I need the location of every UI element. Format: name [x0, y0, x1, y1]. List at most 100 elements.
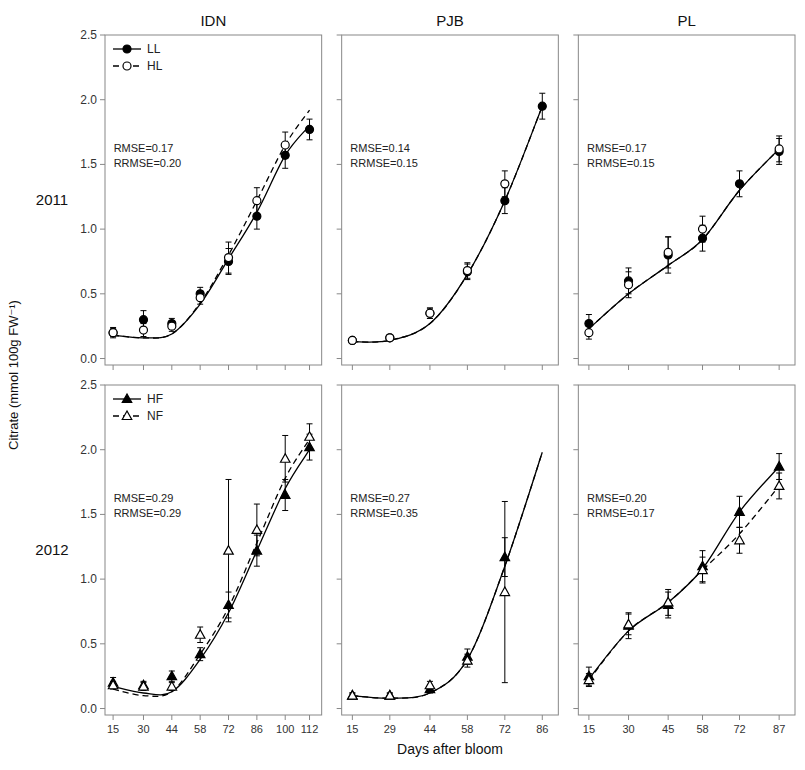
y-tick: [100, 579, 105, 580]
error-cap: [626, 614, 632, 615]
y-tick: [337, 643, 342, 644]
annotation-line: RMSE=0.29: [114, 492, 174, 504]
error-cap: [307, 139, 313, 140]
y-tick: [573, 708, 578, 709]
y-tick: [100, 229, 105, 230]
data-point: [774, 462, 784, 471]
x-tick-label: 45: [662, 723, 674, 735]
y-tick: [100, 358, 105, 359]
y-tick: [573, 643, 578, 644]
x-tick: [542, 365, 543, 370]
plot-area: [585, 136, 783, 339]
y-tick-label: 2.0: [80, 93, 97, 107]
x-tick: [285, 715, 286, 720]
error-cap: [254, 504, 260, 505]
y-tick-label: 1.5: [80, 157, 97, 171]
data-point: [463, 267, 471, 275]
x-tick: [352, 365, 353, 370]
error-cap: [197, 642, 203, 643]
data-point: [585, 320, 593, 328]
row-label: 2011: [36, 191, 68, 208]
y-tick: [337, 708, 342, 709]
y-tick-label: 1.0: [80, 222, 97, 236]
y-tick: [100, 293, 105, 294]
x-tick: [588, 365, 589, 370]
data-point: [735, 535, 745, 544]
error-cap: [226, 621, 232, 622]
y-tick: [573, 514, 578, 515]
error-cap: [427, 318, 433, 319]
data-point: [699, 225, 707, 233]
error-cap: [737, 196, 743, 197]
data-point: [109, 329, 117, 337]
error-cap: [626, 634, 632, 635]
legend-marker: [122, 394, 132, 403]
error-cap: [665, 615, 671, 616]
error-bar: [776, 136, 782, 162]
data-point: [224, 546, 234, 555]
y-tick: [100, 449, 105, 450]
x-tick: [504, 715, 505, 720]
y-tick: [337, 293, 342, 294]
data-point: [584, 675, 594, 684]
error-cap: [254, 213, 260, 214]
y-tick-label: 0.0: [80, 352, 97, 366]
x-tick-label: 30: [137, 723, 149, 735]
error-cap: [226, 274, 232, 275]
y-tick: [337, 99, 342, 100]
error-cap: [665, 273, 671, 274]
error-cap: [307, 423, 313, 424]
x-tick: [668, 365, 669, 370]
legend-marker: [122, 411, 132, 420]
x-tick-label: 15: [583, 723, 595, 735]
error-bar: [140, 324, 146, 337]
error-cap: [464, 278, 470, 279]
x-tick: [200, 365, 201, 370]
error-bar: [427, 308, 433, 318]
x-tick: [113, 365, 114, 370]
error-cap: [626, 638, 632, 639]
y-tick: [100, 35, 105, 36]
legend-label: NF: [147, 409, 163, 423]
error-cap: [665, 236, 671, 237]
x-tick: [542, 715, 543, 720]
data-point: [196, 294, 204, 302]
data-point: [386, 334, 394, 342]
error-bar: [626, 272, 632, 298]
x-tick: [285, 365, 286, 370]
error-cap: [254, 187, 260, 188]
error-cap: [776, 161, 782, 162]
error-cap: [464, 649, 470, 650]
x-tick: [779, 365, 780, 370]
error-cap: [665, 236, 671, 237]
figure: 0.00.51.01.52.02.5RMSE=0.17RRMSE=0.20LLH…: [0, 0, 805, 770]
annotation: RMSE=0.20RRMSE=0.17: [587, 492, 655, 519]
model-line: [589, 149, 779, 329]
error-cap: [282, 510, 288, 511]
y-tick: [337, 358, 342, 359]
data-point: [663, 597, 673, 606]
x-tick: [228, 365, 229, 370]
error-bar: [307, 119, 313, 140]
annotation: RMSE=0.29RRMSE=0.29: [114, 492, 182, 519]
error-bar: [700, 216, 706, 242]
plot-area: [348, 93, 546, 344]
error-cap: [427, 318, 433, 319]
data-point: [385, 691, 395, 700]
x-tick: [429, 715, 430, 720]
error-cap: [586, 314, 592, 315]
annotation-line: RMSE=0.14: [350, 142, 410, 154]
error-cap: [586, 667, 592, 668]
legend-label: HL: [147, 59, 163, 73]
legend: LLHL: [113, 42, 163, 73]
x-tick: [739, 365, 740, 370]
x-tick: [389, 365, 390, 370]
error-cap: [502, 682, 508, 683]
data-point: [281, 141, 289, 149]
data-point: [538, 102, 546, 110]
error-cap: [197, 291, 203, 292]
x-tick: [309, 365, 310, 370]
data-point: [736, 180, 744, 188]
error-cap: [776, 453, 782, 454]
error-cap: [502, 501, 508, 502]
